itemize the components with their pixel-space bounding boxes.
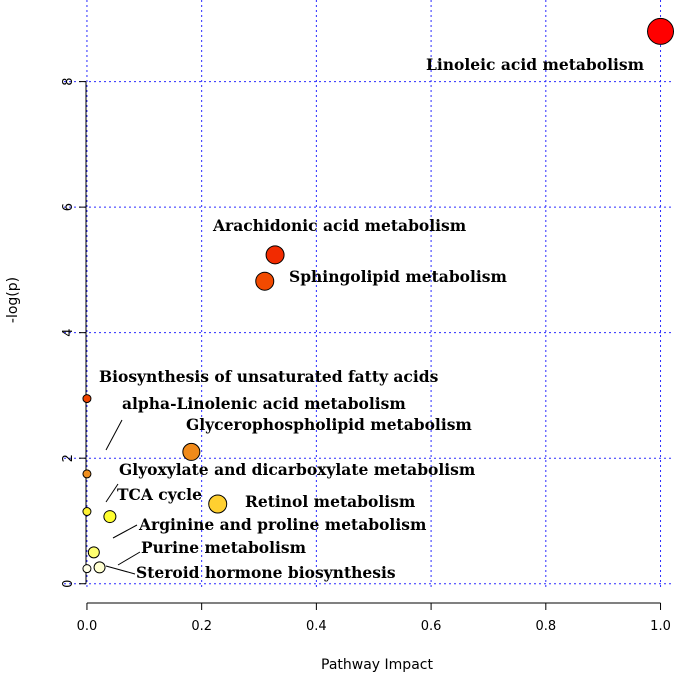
label-leader-line (117, 551, 141, 566)
label-leader-line (105, 483, 119, 503)
data-point (82, 469, 92, 479)
point-label: Retinol metabolism (245, 492, 416, 511)
point-label: Linoleic acid metabolism (426, 55, 645, 74)
y-axis-title: -log(p) (5, 277, 21, 323)
data-point (82, 507, 92, 517)
point-label: Steroid hormone biosynthesis (136, 563, 396, 582)
y-tick-label: 6 (61, 203, 76, 211)
point-labels: Linoleic acid metabolism Arachidonic acid… (99, 55, 645, 582)
grid-lines (64, 0, 672, 590)
point-label: TCA cycle (117, 485, 202, 504)
y-tick-label: 2 (61, 454, 76, 462)
label-leader-line (105, 565, 136, 575)
data-point (82, 394, 92, 404)
x-axis-title: Pathway Impact (321, 657, 433, 673)
data-point (93, 561, 106, 574)
data-point (182, 442, 201, 461)
x-tick-label: 0.6 (421, 619, 442, 634)
x-tick-label: 0.8 (535, 619, 556, 634)
point-label: Biosynthesis of unsaturated fatty acids (99, 367, 439, 386)
point-label: Sphingolipid metabolism (289, 267, 508, 286)
y-tick-label: 8 (61, 77, 76, 85)
data-point (103, 510, 117, 524)
axes: 0.0 0.2 0.4 0.6 0.8 1.0 0 2 4 6 8 (61, 77, 671, 634)
data-points (82, 17, 675, 574)
x-tick-label: 0.2 (191, 619, 212, 634)
point-label: alpha-Linolenic acid metabolism (122, 394, 406, 413)
point-label: Glycerophospholipid metabolism (186, 415, 472, 434)
label-leader-line (112, 524, 138, 539)
point-label: Purine metabolism (141, 538, 307, 557)
point-label: Arachidonic acid metabolism (212, 216, 467, 235)
label-leader-line (105, 419, 123, 451)
x-tick-label: 1.0 (650, 619, 671, 634)
data-point (82, 564, 92, 574)
y-tick-label: 4 (61, 329, 76, 337)
x-tick-label: 0.4 (306, 619, 327, 634)
point-label: Arginine and proline metabolism (138, 515, 427, 534)
x-tick-label: 0.0 (77, 619, 98, 634)
data-point (208, 494, 228, 514)
data-point (87, 546, 100, 559)
y-tick-label: 0 (61, 580, 76, 588)
data-point (265, 245, 285, 265)
label-leaders (105, 419, 141, 575)
data-point (255, 271, 275, 291)
point-label: Glyoxylate and dicarboxylate metabolism (119, 460, 476, 479)
data-point (647, 17, 675, 45)
